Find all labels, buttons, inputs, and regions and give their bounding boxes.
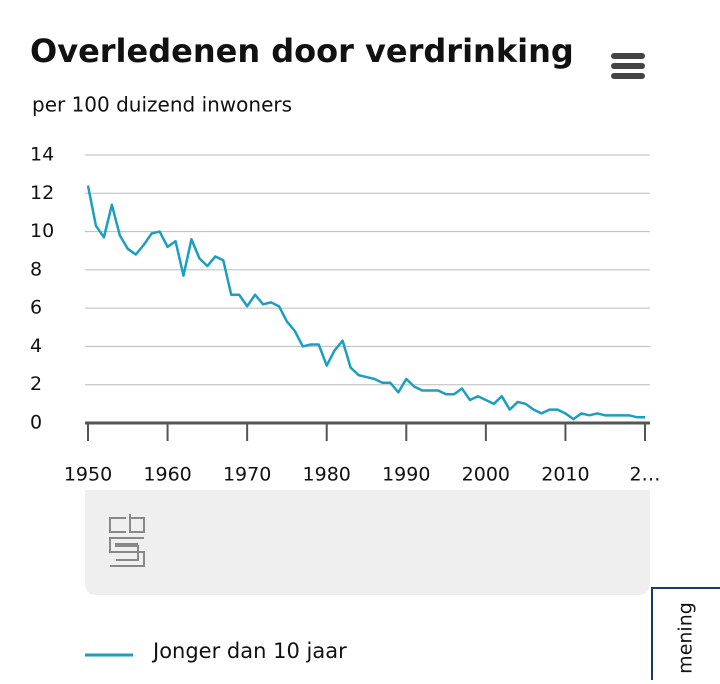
cbs-logo bbox=[109, 514, 145, 567]
x-tick-label: 1980 bbox=[303, 464, 351, 486]
x-tick-label: 1970 bbox=[223, 464, 271, 486]
chart-subtitle: per 100 duizend inwoners bbox=[32, 93, 292, 117]
menu-bar bbox=[611, 63, 645, 69]
x-tick-label: 1960 bbox=[143, 464, 191, 486]
data-line bbox=[86, 185, 645, 421]
chart-title: Overledenen door verdrinking bbox=[30, 32, 574, 70]
credits-panel bbox=[85, 490, 650, 595]
y-tick-label: 6 bbox=[30, 297, 42, 319]
y-tick-label: 14 bbox=[30, 144, 54, 166]
x-tick-label: 2000 bbox=[462, 464, 510, 486]
menu-bar bbox=[611, 53, 645, 59]
y-tick-label: 10 bbox=[30, 220, 54, 242]
menu-bar bbox=[611, 73, 645, 79]
x-tick-label: 2010 bbox=[541, 464, 589, 486]
y-tick-label: 12 bbox=[30, 182, 54, 204]
feedback-tab-label: mening bbox=[675, 602, 697, 674]
feedback-tab[interactable] bbox=[651, 587, 720, 684]
y-tick-label: 0 bbox=[30, 412, 42, 434]
y-tick-label: 2 bbox=[30, 373, 42, 395]
x-tick-label: 1950 bbox=[64, 464, 112, 486]
menu-button[interactable] bbox=[611, 53, 645, 79]
legend-label: Jonger dan 10 jaar bbox=[151, 639, 347, 663]
x-tick-label: 1990 bbox=[382, 464, 430, 486]
x-tick-label: 2… bbox=[629, 464, 660, 486]
y-tick-label: 8 bbox=[30, 258, 42, 280]
y-tick-label: 4 bbox=[30, 335, 42, 357]
